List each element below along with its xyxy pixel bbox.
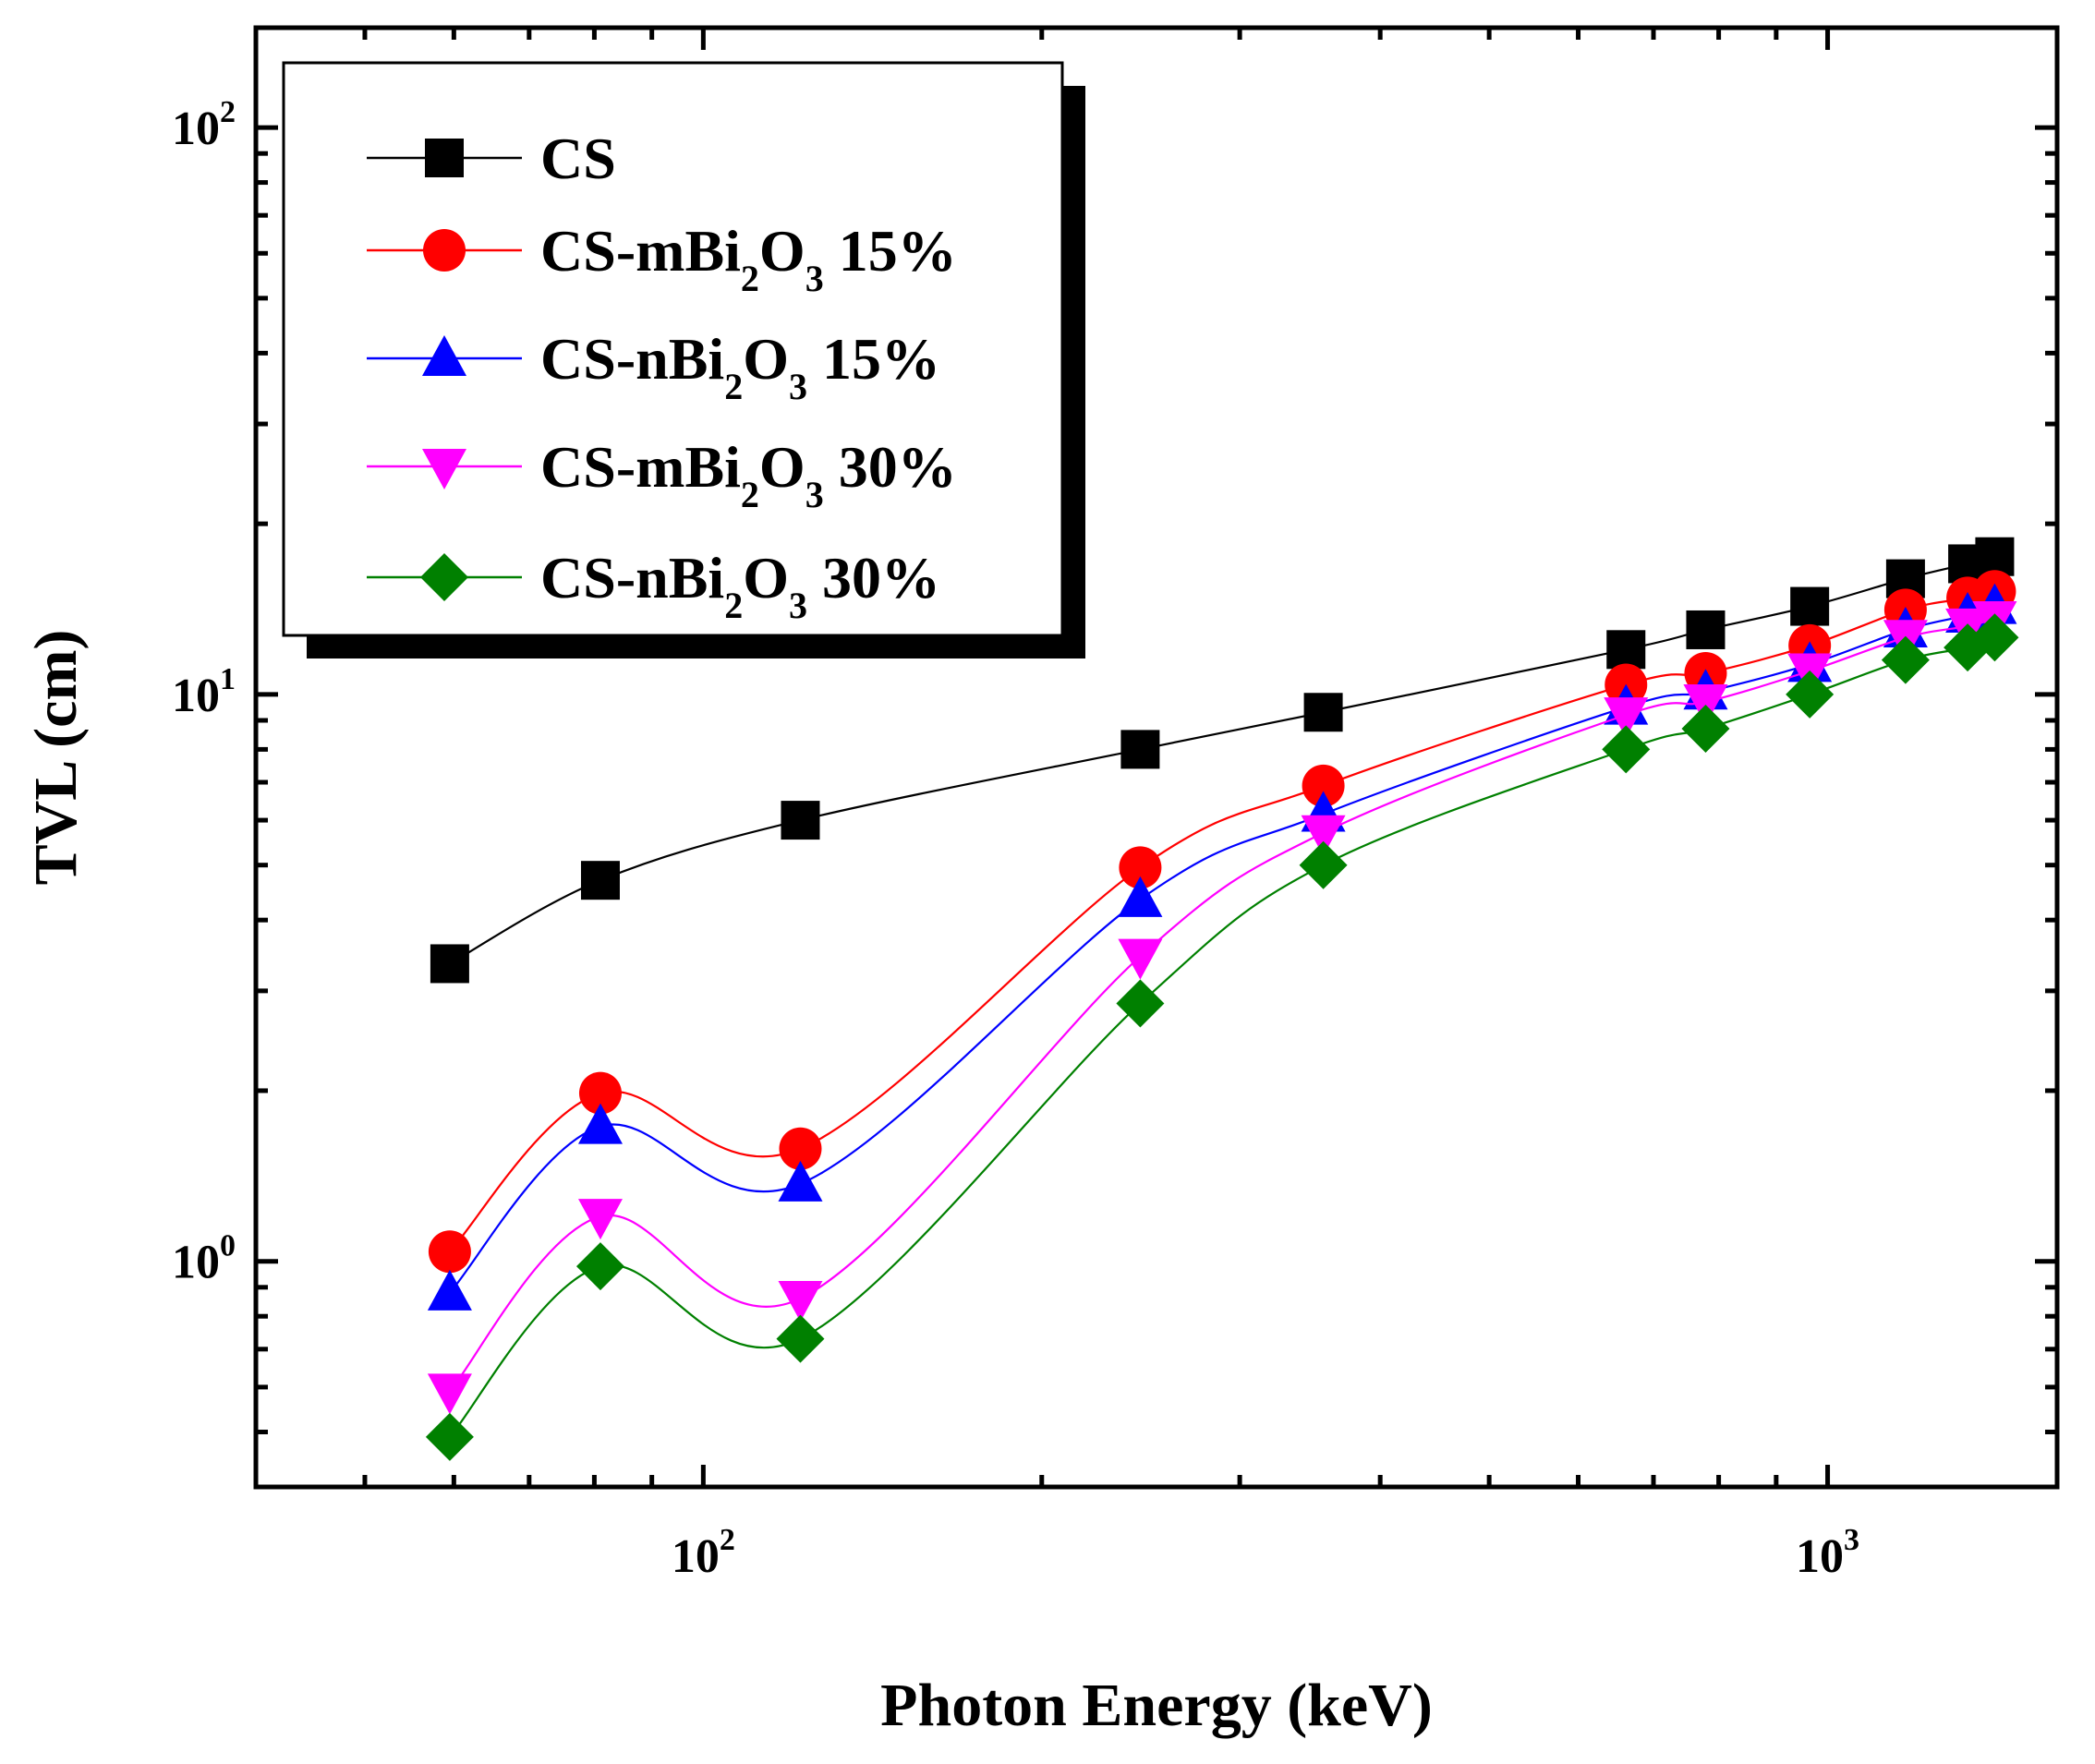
data-point-circle bbox=[1302, 764, 1345, 807]
y-tick-label: 101 bbox=[172, 662, 236, 722]
data-point-triangle-down bbox=[577, 1199, 623, 1240]
x-axis-title: Photon Energy (keV) bbox=[880, 1672, 1433, 1739]
data-point-diamond bbox=[1970, 613, 2019, 662]
data-point-triangle-down bbox=[1604, 697, 1649, 739]
data-point-triangle-up bbox=[427, 1269, 472, 1311]
data-point-diamond bbox=[1681, 705, 1730, 754]
data-point-circle bbox=[779, 1127, 822, 1170]
data-point-square bbox=[1303, 693, 1343, 732]
legend: CS CS-mBi2O3 15% CS-nBi2O3 15% CS-mBi2O3 30… bbox=[282, 61, 1085, 658]
data-point-triangle-up bbox=[422, 335, 466, 376]
legend-label: CS-nBi2O3 15% bbox=[540, 326, 940, 407]
data-point-square bbox=[1686, 610, 1726, 649]
data-point-square bbox=[1120, 730, 1160, 769]
series-0 bbox=[430, 537, 2015, 984]
data-point-circle bbox=[1119, 846, 1162, 889]
legend-label: CS bbox=[540, 126, 616, 191]
legend-entry: CS-nBi2O3 30% bbox=[367, 545, 940, 626]
data-point-diamond bbox=[1116, 979, 1165, 1028]
data-point-triangle-up bbox=[778, 1160, 823, 1202]
data-point-square bbox=[425, 139, 464, 177]
legend-entry: CS bbox=[367, 126, 616, 191]
y-axis-title: TVL (cm) bbox=[22, 630, 90, 886]
data-point-circle bbox=[428, 1230, 471, 1274]
x-tick-label: 103 bbox=[1796, 1523, 1859, 1583]
data-point-triangle-down bbox=[427, 1373, 472, 1415]
data-point-square bbox=[1606, 630, 1646, 670]
data-point-circle bbox=[578, 1071, 622, 1115]
series-2 bbox=[427, 583, 2017, 1311]
data-point-circle bbox=[423, 229, 466, 272]
series-line bbox=[449, 555, 1995, 965]
legend-label: CS-mBi2O3 30% bbox=[540, 434, 957, 515]
legend-label: CS-nBi2O3 30% bbox=[540, 545, 940, 626]
data-point-square bbox=[1975, 537, 2015, 576]
data-point-triangle-down bbox=[422, 449, 466, 489]
data-point-triangle-up bbox=[577, 1103, 623, 1144]
series-4 bbox=[425, 613, 2019, 1461]
data-point-diamond bbox=[1299, 840, 1348, 889]
series-3 bbox=[427, 600, 2017, 1415]
plot-frame bbox=[253, 25, 2060, 1490]
series-line bbox=[449, 617, 1995, 1393]
data-point-diamond bbox=[1786, 670, 1835, 719]
data-point-square bbox=[1790, 586, 1830, 626]
data-point-diamond bbox=[1602, 725, 1651, 774]
data-point-triangle-up bbox=[1118, 876, 1163, 917]
legend-entry: CS-nBi2O3 15% bbox=[367, 326, 940, 407]
data-point-triangle-down bbox=[1683, 684, 1728, 726]
data-point-triangle-down bbox=[778, 1280, 823, 1322]
data-point-diamond bbox=[425, 1412, 474, 1461]
x-tick-label: 102 bbox=[672, 1523, 735, 1583]
data-point-diamond bbox=[420, 553, 468, 601]
data-point-square bbox=[781, 801, 820, 840]
legend-entry: CS-mBi2O3 15% bbox=[367, 218, 957, 299]
data-point-square bbox=[580, 861, 620, 900]
data-point-triangle-down bbox=[1118, 938, 1163, 980]
legend-label: CS-mBi2O3 15% bbox=[540, 218, 957, 299]
data-point-diamond bbox=[1881, 635, 1930, 684]
axis-ticks bbox=[253, 28, 2057, 1490]
series-1 bbox=[428, 570, 2016, 1274]
y-tick-label: 102 bbox=[172, 95, 236, 155]
data-point-square bbox=[430, 944, 469, 984]
data-point-diamond bbox=[575, 1242, 624, 1291]
data-point-diamond bbox=[776, 1314, 825, 1363]
y-tick-label: 100 bbox=[172, 1229, 236, 1289]
series-line bbox=[449, 590, 1995, 1253]
legend-entry: CS-mBi2O3 30% bbox=[367, 434, 957, 515]
series-line bbox=[449, 636, 1995, 1438]
data-point-triangle-down bbox=[1301, 815, 1346, 856]
